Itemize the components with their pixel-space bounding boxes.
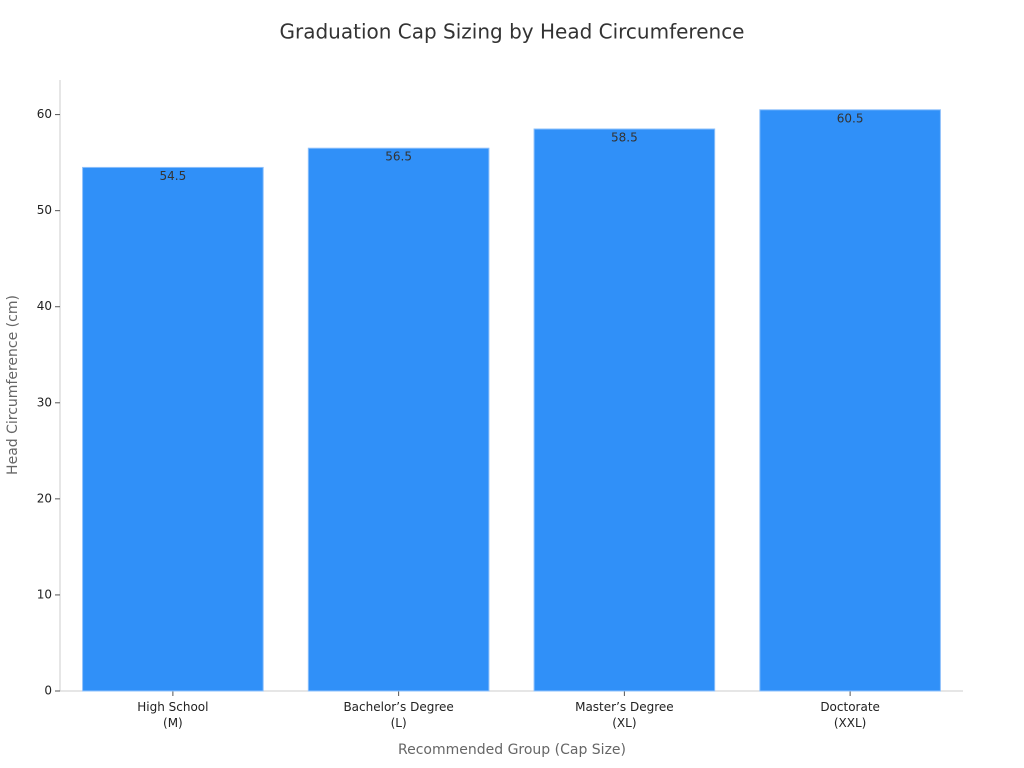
x-tick-label: Doctorate (XXL) — [820, 700, 880, 730]
bar — [82, 166, 264, 692]
value-label: 60.5 — [837, 111, 864, 125]
value-label: 54.5 — [160, 169, 187, 183]
x-tick-label: Bachelor’s Degree (L) — [343, 700, 454, 730]
y-tick-label: 60 — [37, 107, 52, 121]
x-tick-label: High School (M) — [137, 700, 209, 730]
y-tick-label: 10 — [37, 587, 52, 601]
y-tick-label: 20 — [37, 491, 52, 505]
y-axis-label: Head Circumference (cm) — [5, 295, 21, 475]
x-tick-label: Master’s Degree (XL) — [575, 700, 674, 730]
x-axis-label: Recommended Group (Cap Size) — [398, 742, 626, 758]
y-tick-label: 40 — [37, 299, 52, 313]
chart-title: Graduation Cap Sizing by Head Circumfere… — [280, 20, 745, 44]
value-label: 58.5 — [611, 130, 638, 144]
bar — [533, 128, 716, 692]
y-tick-label: 0 — [44, 684, 52, 698]
bar — [759, 109, 941, 692]
value-label: 56.5 — [385, 150, 412, 164]
y-tick-label: 50 — [37, 203, 52, 217]
y-tick-label: 30 — [37, 395, 52, 409]
bar — [307, 147, 490, 692]
